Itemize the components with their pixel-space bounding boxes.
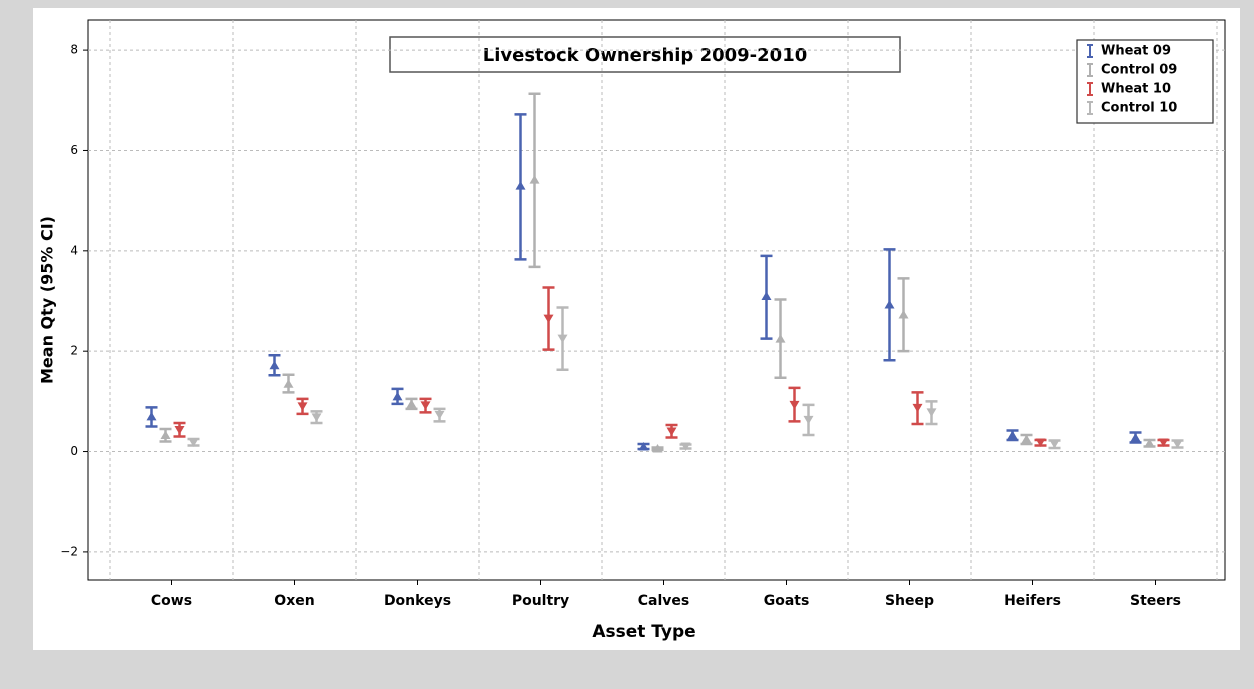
panel [33,8,1240,650]
mean-marker [1007,430,1018,439]
y-tick-label: 4 [70,243,78,257]
mean-marker [1035,438,1046,448]
x-tick-label: Cows [151,593,192,609]
mean-marker [174,425,185,435]
legend-swatch [1087,101,1093,115]
mean-marker [898,310,909,319]
x-tick-label: Donkeys [384,593,451,609]
mean-marker [420,401,431,410]
mean-marker [761,291,772,300]
legend-label: Control 09 [1101,63,1177,78]
mean-marker [1021,434,1032,443]
x-tick-label: Oxen [274,593,314,609]
mean-marker [515,181,526,190]
mean-marker [406,399,417,408]
legend-swatch [1087,82,1093,96]
mean-marker [1172,440,1183,449]
x-tick-label: Steers [1130,593,1181,609]
x-tick-label: Poultry [512,593,569,609]
x-tick-label: Calves [638,593,689,609]
title-box [389,36,901,73]
mean-marker [529,175,540,184]
mean-marker [146,411,157,421]
mean-marker [297,402,308,411]
y-tick-label: 6 [70,143,78,157]
y-axis-title: Mean Qty (95% CI) [38,216,57,384]
mean-marker [160,430,171,439]
x-tick-label: Heifers [1004,593,1061,609]
mean-marker [666,427,677,436]
mean-marker [638,442,649,451]
mean-marker [926,408,937,417]
legend-label: Control 10 [1101,101,1177,116]
mean-marker [1158,438,1169,448]
legend-swatch [1087,63,1093,77]
mean-marker [392,391,403,401]
legend-swatch [1087,44,1093,58]
mean-marker [269,360,280,370]
legend-box [1076,39,1214,124]
mean-marker [557,334,568,344]
y-tick-label: 8 [70,43,78,57]
mean-marker [188,438,199,448]
y-tick-label: −2 [60,544,78,558]
legend-label: Wheat 10 [1101,82,1171,97]
mean-marker [884,300,895,309]
mean-marker [543,314,554,324]
y-tick-label: 2 [70,344,78,358]
legend-label: Wheat 09 [1101,44,1171,59]
chart-title: Livestock Ownership 2009-2010 [483,45,808,66]
mean-marker [652,444,663,453]
mean-marker [1144,438,1155,448]
x-axis-title: Asset Type [592,622,695,642]
x-tick-label: Sheep [885,593,934,609]
mean-marker [775,334,786,343]
mean-marker [1130,432,1141,442]
plot-frame [87,19,1226,581]
y-tick-label: 0 [70,444,78,458]
mean-marker [680,442,691,452]
x-tick-label: Goats [764,593,810,609]
mean-marker [789,400,800,410]
mean-marker [283,379,294,388]
mean-marker [803,415,814,425]
mean-marker [311,413,322,422]
mean-marker [434,410,445,420]
mean-marker [912,403,923,413]
mean-marker [1049,440,1060,449]
